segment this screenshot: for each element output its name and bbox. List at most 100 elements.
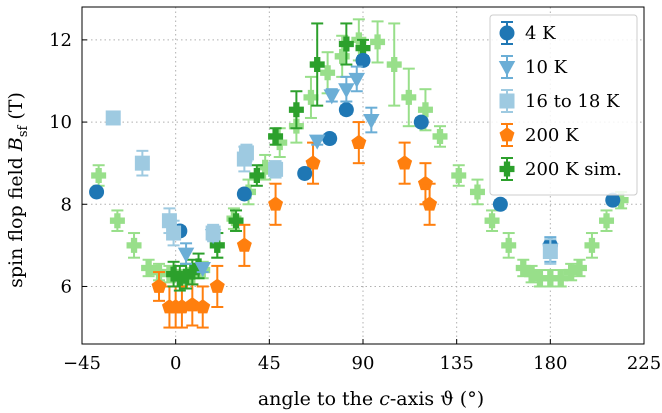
data-point [370,34,386,50]
data-point [524,266,540,282]
data-point [141,260,157,276]
x-axis-label-part: angle to the [258,388,379,410]
legend-label: 4 K [525,23,556,44]
y-tick-label: 6 [61,276,72,297]
y-axis-label: spin flop field Bsf (T) [5,92,31,288]
data-point [134,155,150,171]
data-point [268,161,284,177]
series-200-k-sim- [166,22,371,292]
x-tick-label: 90 [352,353,375,374]
data-point [236,237,252,252]
data-point [563,264,579,280]
data-point [209,237,225,253]
data-point [451,168,467,183]
data-point [268,128,284,144]
y-axis-label-part: spin flop field [5,151,27,288]
data-point [401,89,417,105]
data-point [109,213,125,229]
data-point [257,159,273,175]
data-point [484,213,500,229]
x-axis-label-italic: c [379,388,390,410]
legend-marker [498,61,516,76]
legend-item: 200 K [499,123,579,147]
y-tick-label: 8 [61,194,72,215]
legend-label: 16 to 18 K [525,91,620,112]
data-point [205,225,221,241]
data-point [599,213,615,229]
series-16-to-18-k [105,110,558,265]
x-axis-label-part: -axis ϑ (°) [390,388,484,410]
data-point [386,57,402,73]
data-point [432,128,448,144]
data-point [151,278,167,293]
data-point [348,72,366,88]
data-point [166,225,182,241]
y-axis-label-part: (T) [5,92,27,126]
data-point [553,270,569,286]
x-tick-label: 180 [533,353,567,374]
data-point [338,36,354,52]
data-point [355,52,371,68]
data-point [334,48,350,64]
data-point [542,270,558,286]
data-point [166,266,182,282]
data-point [417,102,433,118]
legend-marker [499,127,515,142]
data-point [320,65,336,81]
data-point [397,155,413,170]
data-point [613,192,629,208]
data-point [355,40,371,56]
data-point [228,213,244,229]
legend-marker [499,161,515,177]
data-point [249,168,265,183]
data-point [184,297,200,312]
data-point [413,114,429,130]
legend-box [489,14,638,196]
legend-item: 10 K [498,55,568,79]
legend-item: 4 K [499,21,556,45]
data-point [303,89,319,105]
data-point [501,237,517,253]
data-point [492,196,508,212]
data-point [542,244,558,260]
data-point [305,155,321,170]
series-200-k [151,121,438,329]
data-point [297,165,313,181]
legend-label: 200 K [525,125,579,146]
x-tick-label: 135 [439,353,473,374]
data-point [422,196,438,211]
data-point [338,83,355,99]
x-tick-label: 225 [627,353,661,374]
data-point [469,184,485,200]
data-point [309,57,325,73]
data-point [363,114,380,130]
data-point [308,134,326,150]
data-point [105,110,121,126]
data-point [236,186,252,202]
data-point [184,264,200,280]
data-point [338,102,354,118]
data-point [288,102,304,118]
data-series [89,18,629,329]
data-point [268,196,284,211]
legend-item: 200 K sim. [499,157,622,181]
x-tick-label: 45 [258,353,281,374]
x-axis-label: angle to the c-axis ϑ (°) [258,388,484,410]
data-point [177,247,195,263]
legend-marker [499,93,515,109]
data-point [238,145,254,161]
data-point [178,268,194,284]
x-tick-label: −45 [63,353,101,374]
data-point [351,134,367,149]
legend-label: 200 K sim. [525,159,622,180]
data-point [323,89,341,105]
axis-ticks: −45 0 45 90 135 180 225 6 8 10 12 [49,30,661,374]
y-axis-label-subscript: sf [16,124,31,137]
data-point [194,261,211,277]
data-point [209,278,225,293]
legend: 4 K 10 K 16 to 18 K 200 K 200 K sim. [489,14,638,196]
data-point [322,131,338,147]
data-point [571,260,587,276]
data-point [89,184,105,200]
data-point [195,299,211,314]
